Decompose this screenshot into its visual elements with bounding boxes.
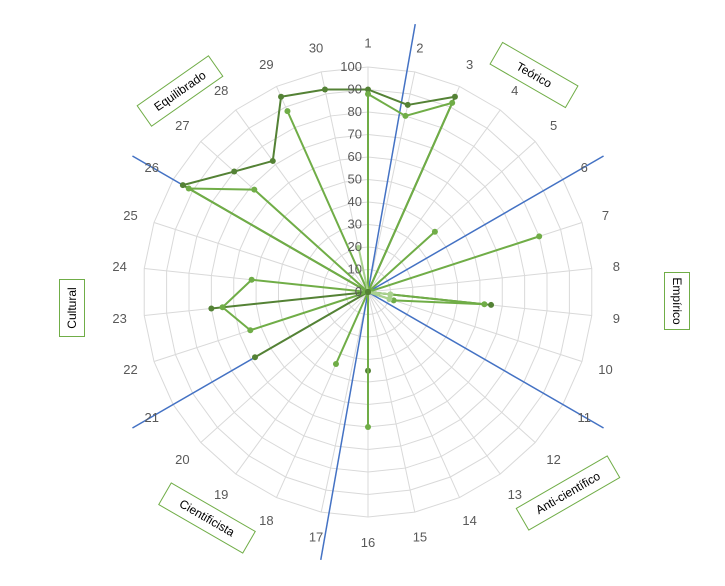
category-label: 9 (613, 311, 620, 326)
data-point (185, 185, 192, 192)
category-label: 15 (413, 529, 427, 544)
grid-spoke (235, 109, 369, 293)
radial-tick-label: 90 (348, 82, 362, 97)
radial-tick-label: 60 (348, 149, 362, 164)
category-label: 16 (361, 535, 375, 550)
grid-spoke (367, 291, 416, 513)
series-line-3 (357, 246, 392, 300)
category-label: 24 (112, 259, 126, 274)
data-point (248, 276, 255, 283)
radial-tick-label: 50 (348, 172, 362, 187)
data-point (219, 304, 226, 311)
grid-spoke (367, 71, 416, 293)
data-point (251, 186, 258, 193)
category-label: 26 (144, 160, 158, 175)
grid-spoke (367, 291, 583, 363)
grid-spoke (320, 291, 369, 513)
category-label: 19 (214, 487, 228, 502)
data-point (431, 228, 438, 235)
data-point (321, 86, 328, 93)
category-label: 1 (364, 35, 371, 50)
category-label: 21 (144, 410, 158, 425)
category-label: 10 (598, 362, 612, 377)
category-label: 28 (214, 83, 228, 98)
category-label: 25 (123, 208, 137, 223)
data-series (179, 86, 543, 430)
category-label: 20 (175, 452, 189, 467)
radial-tick-label: 70 (348, 127, 362, 142)
data-point (179, 182, 186, 189)
category-label: 11 (578, 410, 592, 425)
category-labels: 1 234567891011121314151617181920212223242… (112, 35, 620, 550)
radial-tick-label: 20 (348, 239, 362, 254)
category-label: 12 (546, 452, 560, 467)
data-point (365, 91, 371, 97)
radial-tick-label: 100 (340, 59, 362, 74)
data-point (365, 424, 371, 430)
category-label: 6 (581, 160, 588, 175)
data-point (481, 301, 488, 308)
category-label: 23 (112, 311, 126, 326)
category-label: 8 (613, 259, 620, 274)
grid-spoke (153, 221, 369, 293)
grid-spoke (367, 291, 536, 443)
series-line-1 (181, 88, 493, 372)
data-point (404, 101, 411, 108)
data-point (449, 99, 456, 106)
radial-tick-label: 0 (355, 284, 362, 299)
category-label: 7 (602, 208, 609, 223)
data-point (451, 93, 458, 100)
data-point (386, 295, 393, 302)
category-label: 3 (466, 57, 473, 72)
data-point (284, 108, 291, 115)
radial-tick-labels: 0 10 20 30 40 50 60 70 80 90 100 (340, 59, 362, 299)
data-point (231, 168, 238, 175)
grid-spoke (367, 267, 592, 293)
category-label: 18 (259, 513, 273, 528)
data-point (402, 112, 409, 119)
data-point (332, 360, 339, 367)
category-label: 29 (259, 57, 273, 72)
data-point (488, 301, 495, 308)
grid-spoke (367, 291, 460, 498)
data-point (278, 93, 285, 100)
annotation-empirico: Empírico (664, 272, 690, 330)
radial-tick-label: 80 (348, 104, 362, 119)
data-point (251, 354, 258, 361)
grid-spoke (367, 109, 501, 293)
grid-spoke (367, 291, 501, 475)
data-point (365, 86, 371, 93)
category-label: 2 (416, 41, 423, 56)
grid-spoke (235, 291, 369, 475)
data-point (536, 233, 543, 240)
category-label: 13 (508, 487, 522, 502)
data-point (208, 305, 215, 312)
data-point (269, 157, 276, 164)
data-point (247, 327, 254, 334)
category-label: 14 (462, 513, 476, 528)
category-label: 5 (550, 118, 557, 133)
category-label: 22 (123, 362, 137, 377)
category-label: 4 (511, 83, 518, 98)
category-label: 27 (175, 118, 189, 133)
data-point (355, 244, 362, 251)
grid-spoke (200, 291, 369, 443)
radial-tick-label: 30 (348, 217, 362, 232)
data-point (387, 291, 394, 298)
category-label: 17 (309, 529, 323, 544)
category-label: 30 (309, 41, 323, 56)
radial-tick-label: 40 (348, 194, 362, 209)
radial-tick-label: 10 (348, 262, 362, 277)
annotation-cultural: Cultural (59, 279, 85, 337)
data-point (365, 289, 371, 295)
